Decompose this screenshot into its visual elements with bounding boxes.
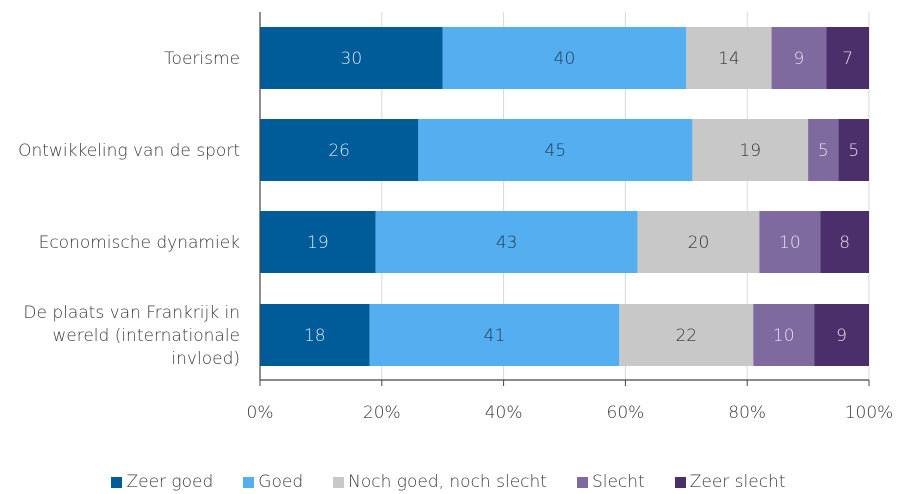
data-label: 10 [773,326,795,346]
legend-label: Zeer slecht [689,472,786,492]
x-axis: 0% 20% 40% 60% 80% 100% [247,12,894,423]
bar-segment [260,304,370,366]
category-label: De plaats van Frankrijk in [23,303,240,323]
data-label: 40 [554,49,576,69]
x-tick-label: 60% [607,403,645,423]
bar-segment [838,119,869,181]
category-label: invloed) [171,349,240,369]
bar-segment [375,211,638,273]
bar-segment [753,304,815,366]
bar-segment [260,211,376,273]
data-label: 9 [794,49,805,69]
data-label: 7 [842,49,853,69]
bar-segment [418,119,693,181]
bar-segment [820,211,869,273]
data-label: 19 [307,233,329,253]
category-label: Economische dynamiek [39,233,241,253]
x-tick-label: 20% [363,403,401,423]
data-label: 45 [545,141,567,161]
bar-segment [442,27,687,89]
bar-segment [826,27,869,89]
category-labels: Toerisme Ontwikkeling van de sport Economi… [18,49,240,369]
bar-segment [637,211,760,273]
data-label: 43 [496,233,518,253]
legend-label: Noch goed, noch slecht [348,472,547,492]
data-label: 5 [848,141,859,161]
legend-swatch [243,476,255,488]
legend-label: Zeer goed [126,472,214,492]
bars: 30 40 14 9 7 26 45 19 5 5 19 43 20 10 8 18 41 22 10 9 [260,27,869,366]
bar-segment [260,27,443,89]
data-label: 30 [341,49,363,69]
category-label: wereld (internationale [52,326,240,346]
legend-item: Goed [243,470,303,494]
bar-segment [692,119,809,181]
data-label: 18 [304,326,326,346]
legend-item: Zeer slecht [674,470,786,494]
bar-segment [686,27,772,89]
bar-segment [260,119,419,181]
legend-label: Slecht [591,472,645,492]
category-label: Toerisme [164,49,240,69]
x-tick-label: 100% [845,403,894,423]
data-label: 20 [688,233,710,253]
data-label: 5 [818,141,829,161]
x-tick-label: 0% [247,403,274,423]
legend-swatch [333,476,345,488]
data-label: 8 [839,233,850,253]
bar-segment [759,211,821,273]
legend-label: Goed [258,472,304,492]
legend-swatch [576,476,588,488]
bar-segment [814,304,869,366]
data-label: 26 [328,141,350,161]
bar-segment [808,119,839,181]
category-label: Ontwikkeling van de sport [18,141,240,161]
data-label: 41 [484,326,506,346]
x-tick-label: 40% [485,403,523,423]
bar-segment [369,304,620,366]
data-label: 9 [836,326,847,346]
bar-segment [771,27,827,89]
legend-swatch [111,476,123,488]
data-label: 22 [675,326,697,346]
data-label: 10 [779,233,801,253]
stacked-bar-chart: 30 40 14 9 7 26 45 19 5 5 19 43 20 10 8 18 41 22 10 9 0% 20%… [18,12,894,423]
bar-segment [619,304,754,366]
legend-item: Zeer goed [111,470,213,494]
data-label: 14 [718,49,740,69]
legend-swatch [674,476,686,488]
data-label: 19 [739,141,761,161]
legend: Zeer goed Goed Noch goed, noch slecht Slech… [0,470,897,494]
legend-item: Noch goed, noch slecht [333,470,547,494]
x-tick-label: 80% [728,403,766,423]
legend-item: Slecht [576,470,645,494]
